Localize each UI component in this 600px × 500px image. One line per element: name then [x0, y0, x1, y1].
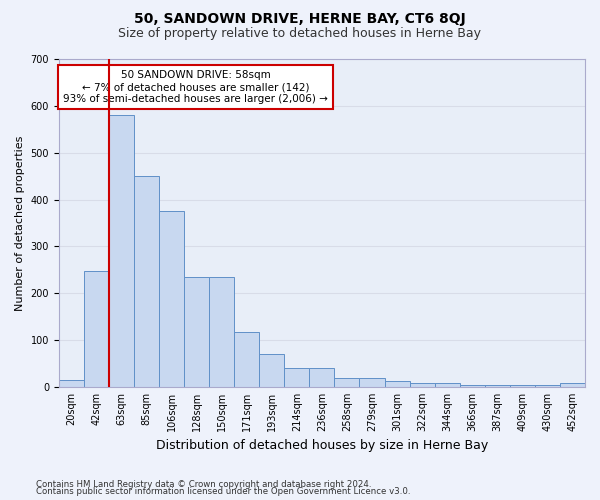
Bar	[259, 354, 284, 387]
Bar	[84, 270, 109, 387]
Bar	[410, 383, 434, 387]
X-axis label: Distribution of detached houses by size in Herne Bay: Distribution of detached houses by size …	[156, 440, 488, 452]
Bar	[310, 368, 334, 387]
Bar	[59, 380, 84, 387]
Text: Contains HM Land Registry data © Crown copyright and database right 2024.: Contains HM Land Registry data © Crown c…	[36, 480, 371, 489]
Bar	[385, 382, 410, 387]
Text: 50 SANDOWN DRIVE: 58sqm
← 7% of detached houses are smaller (142)
93% of semi-de: 50 SANDOWN DRIVE: 58sqm ← 7% of detached…	[63, 70, 328, 104]
Bar	[434, 383, 460, 387]
Bar	[510, 385, 535, 387]
Bar	[560, 383, 585, 387]
Bar	[460, 385, 485, 387]
Text: Contains public sector information licensed under the Open Government Licence v3: Contains public sector information licen…	[36, 488, 410, 496]
Bar	[359, 378, 385, 387]
Text: Size of property relative to detached houses in Herne Bay: Size of property relative to detached ho…	[119, 28, 482, 40]
Bar	[159, 212, 184, 387]
Bar	[134, 176, 159, 387]
Bar	[184, 277, 209, 387]
Bar	[334, 378, 359, 387]
Text: 50, SANDOWN DRIVE, HERNE BAY, CT6 8QJ: 50, SANDOWN DRIVE, HERNE BAY, CT6 8QJ	[134, 12, 466, 26]
Bar	[234, 332, 259, 387]
Y-axis label: Number of detached properties: Number of detached properties	[15, 136, 25, 310]
Bar	[109, 115, 134, 387]
Bar	[284, 368, 310, 387]
Bar	[485, 385, 510, 387]
Bar	[535, 385, 560, 387]
Bar	[209, 277, 234, 387]
